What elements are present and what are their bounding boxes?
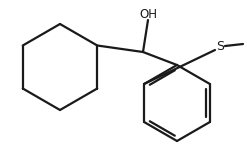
Text: OH: OH [139,7,157,21]
Text: S: S [216,40,224,54]
